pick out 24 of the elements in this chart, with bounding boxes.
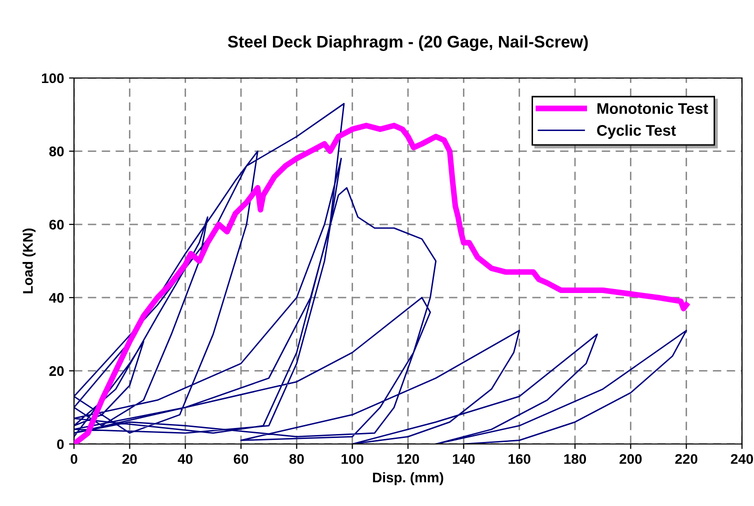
y-tick-label: 80 (49, 146, 64, 156)
legend-label: Cyclic Test (597, 124, 676, 139)
y-axis-title: Load (KN) (22, 228, 36, 294)
x-tick-label: 100 (342, 454, 364, 464)
x-tick-label: 160 (508, 454, 530, 464)
y-tick-label: 20 (49, 366, 64, 376)
chart-title: Steel Deck Diaphragm - (20 Gage, Nail-Screw) (228, 35, 588, 51)
y-tick-label: 0 (57, 439, 64, 450)
x-tick-label: 220 (675, 454, 698, 464)
x-axis-title: Disp. (mm) (373, 472, 444, 486)
x-tick-label: 240 (730, 454, 754, 464)
x-tick-label: 200 (620, 454, 642, 464)
x-tick-label: 60 (234, 454, 248, 464)
x-tick-label: 40 (178, 454, 192, 464)
y-tick-label: 100 (42, 73, 64, 84)
x-tick-label: 80 (289, 454, 304, 464)
x-tick-label: 0 (70, 454, 78, 464)
y-tick-label: 60 (49, 220, 64, 230)
legend-label: Monotonic Test (597, 102, 708, 114)
y-tick-label: 40 (49, 292, 64, 303)
x-tick-label: 120 (397, 454, 420, 464)
x-tick-label: 20 (122, 454, 137, 464)
x-tick-label: 180 (564, 454, 586, 464)
x-tick-label: 140 (452, 454, 475, 464)
